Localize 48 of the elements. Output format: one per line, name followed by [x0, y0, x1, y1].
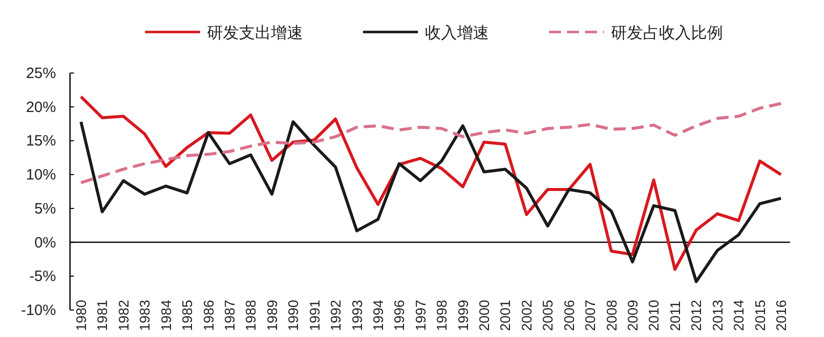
- x-tick-label: 2009: [624, 300, 641, 331]
- y-tick-label: 15%: [26, 132, 56, 150]
- x-tick-label: 2010: [646, 300, 662, 331]
- line-series: [80, 102, 782, 184]
- x-tick-label: 1988: [242, 300, 259, 331]
- x-tick-label: 2012: [688, 300, 704, 331]
- x-tick-label: 1986: [200, 300, 216, 331]
- x-tick-label: 1998: [434, 300, 450, 331]
- x-tick-label: 1984: [158, 300, 174, 331]
- x-tick-label: 2015: [752, 300, 768, 331]
- y-tick-label: 20%: [26, 98, 56, 116]
- x-tick-label: 2002: [518, 300, 534, 331]
- x-tick-label: 1980: [73, 300, 89, 331]
- legend-label: 研发支出增速: [207, 24, 303, 42]
- x-tick-label: 1999: [454, 300, 471, 331]
- x-tick-label: 1992: [328, 300, 344, 331]
- x-tick-label: 2007: [582, 300, 598, 331]
- x-tick-label: 1981: [94, 300, 110, 331]
- x-tick-label: 1997: [412, 300, 428, 331]
- legend-label: 研发占收入比例: [611, 24, 723, 42]
- y-tick-label: 5%: [34, 200, 56, 218]
- x-tick-label: 2008: [603, 300, 620, 331]
- x-tick-label: 1996: [391, 300, 408, 331]
- x-tick-label: 1985: [179, 300, 196, 331]
- y-tick-label: -5%: [29, 268, 56, 286]
- x-tick-label: 2013: [709, 300, 726, 331]
- y-tick-label: 25%: [26, 65, 56, 82]
- y-tick-label: 10%: [26, 166, 56, 184]
- x-tick-label: 1983: [136, 300, 153, 331]
- line-series: [80, 95, 782, 271]
- x-tick-label: 2011: [666, 300, 683, 331]
- x-tick-label: 1987: [221, 300, 238, 331]
- x-tick-label: 2001: [497, 300, 514, 331]
- x-tick-label: 1989: [264, 300, 280, 331]
- x-tick-label: 2006: [560, 300, 577, 331]
- x-tick-label: 1994: [370, 300, 386, 331]
- y-tick-label: 0%: [34, 234, 56, 252]
- x-tick-label: 1993: [348, 300, 365, 331]
- y-tick-label: -10%: [20, 302, 56, 319]
- x-tick-label: 2016: [773, 300, 789, 331]
- x-tick-label: 1982: [115, 300, 132, 331]
- legend-label: 收入增速: [425, 24, 489, 42]
- x-tick-label: 1990: [285, 300, 302, 331]
- line-series: [80, 120, 782, 284]
- x-tick-label: 2014: [730, 300, 747, 331]
- x-tick-label: 1991: [306, 300, 322, 331]
- x-tick-label: 2005: [540, 300, 556, 331]
- x-tick-label: 2000: [476, 300, 492, 331]
